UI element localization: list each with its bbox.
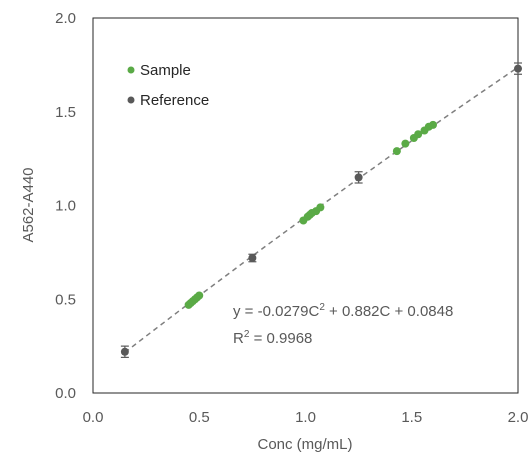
equation-suffix: + 0.882C + 0.0848 (325, 303, 453, 320)
y-axis-title: A562-A440 (20, 167, 37, 242)
y-axis-ticks: 0.0 0.5 1.0 1.5 2.0 (55, 10, 76, 402)
r2-suffix: = 0.9968 (249, 330, 312, 347)
reference-point (120, 347, 129, 356)
x-tick-label: 0.0 (83, 409, 104, 426)
equation-prefix: y = -0.0279C (233, 303, 319, 320)
reference-point (248, 254, 257, 262)
reference-series (120, 62, 522, 358)
sample-point (414, 130, 423, 139)
legend: Sample Reference (127, 62, 209, 109)
x-tick-label: 1.0 (295, 409, 316, 426)
sample-point (316, 203, 325, 212)
trendline-equation: y = -0.0279C2 + 0.882C + 0.0848 (233, 302, 453, 320)
r2-prefix: R (233, 330, 244, 347)
plot-area-frame (92, 17, 519, 394)
legend-label-sample: Sample (140, 62, 191, 79)
y-tick-label: 0.0 (55, 385, 76, 402)
x-tick-label: 1.5 (401, 409, 422, 426)
reference-point (354, 173, 363, 182)
r-squared: R2 = 0.9968 (233, 329, 312, 347)
legend-label-reference: Reference (140, 92, 209, 109)
sample-series (184, 120, 437, 309)
sample-point (429, 120, 437, 129)
y-tick-label: 1.0 (55, 198, 76, 215)
y-tick-label: 0.5 (55, 291, 76, 308)
sample-point (401, 139, 410, 148)
sample-point (195, 291, 204, 300)
y-tick-label: 1.5 (55, 104, 76, 121)
equation-superscript: 2 (319, 302, 325, 313)
sample-point (392, 147, 401, 156)
x-axis-title: Conc (mg/mL) (257, 436, 352, 453)
x-tick-label: 0.5 (189, 409, 210, 426)
legend-marker-reference (127, 96, 135, 104)
x-tick-label: 2.0 (508, 409, 529, 426)
y-tick-label: 2.0 (55, 10, 76, 27)
reference-point (514, 64, 522, 73)
r2-superscript: 2 (244, 329, 250, 340)
legend-marker-sample (127, 66, 135, 74)
x-axis-ticks: 0.0 0.5 1.0 1.5 2.0 (83, 409, 529, 426)
